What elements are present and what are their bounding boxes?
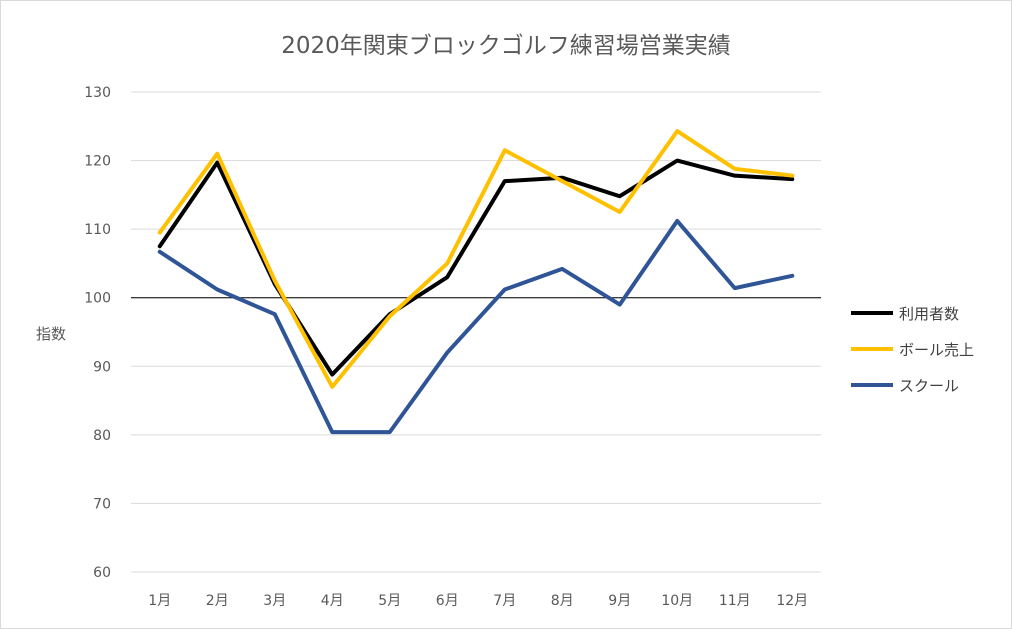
y-tick-labels: 60 70 80 90 100 110 120 130 — [84, 85, 111, 581]
legend-label: スクール — [899, 377, 959, 395]
x-tick-label: 4月 — [321, 593, 344, 609]
chart-title: 2020年関東ブロックゴルフ練習場営業実績 — [281, 33, 731, 59]
x-tick-labels: 1月 2月 3月 4月 5月 6月 7月 8月 9月 10月 11月 12月 — [148, 593, 808, 609]
x-tick-label: 10月 — [661, 593, 693, 609]
x-tick-label: 3月 — [263, 593, 286, 609]
series-line — [157, 218, 795, 435]
x-tick-label: 9月 — [608, 593, 631, 609]
y-tick-label: 60 — [93, 565, 111, 581]
y-tick-label: 80 — [93, 428, 111, 444]
y-tick-label: 120 — [84, 154, 111, 170]
y-tick-label: 110 — [84, 222, 111, 238]
legend-label: 利用者数 — [899, 305, 959, 323]
series-line — [157, 129, 795, 389]
gridlines — [131, 91, 821, 573]
x-tick-label: 6月 — [436, 593, 459, 609]
x-tick-label: 5月 — [378, 593, 401, 609]
x-tick-label: 2月 — [206, 593, 229, 609]
x-tick-label: 1月 — [148, 593, 171, 609]
series-line — [157, 158, 795, 377]
x-tick-label: 7月 — [493, 593, 516, 609]
y-tick-label: 130 — [84, 85, 111, 101]
series-lines — [157, 129, 795, 435]
y-tick-label: 70 — [93, 496, 111, 512]
x-tick-label: 8月 — [551, 593, 574, 609]
y-tick-label: 90 — [93, 359, 111, 375]
legend-label: ボール売上 — [899, 341, 974, 359]
x-tick-label: 12月 — [776, 593, 808, 609]
y-axis-label: 指数 — [36, 325, 66, 343]
x-tick-label: 11月 — [719, 593, 751, 609]
y-tick-label: 100 — [84, 291, 111, 307]
